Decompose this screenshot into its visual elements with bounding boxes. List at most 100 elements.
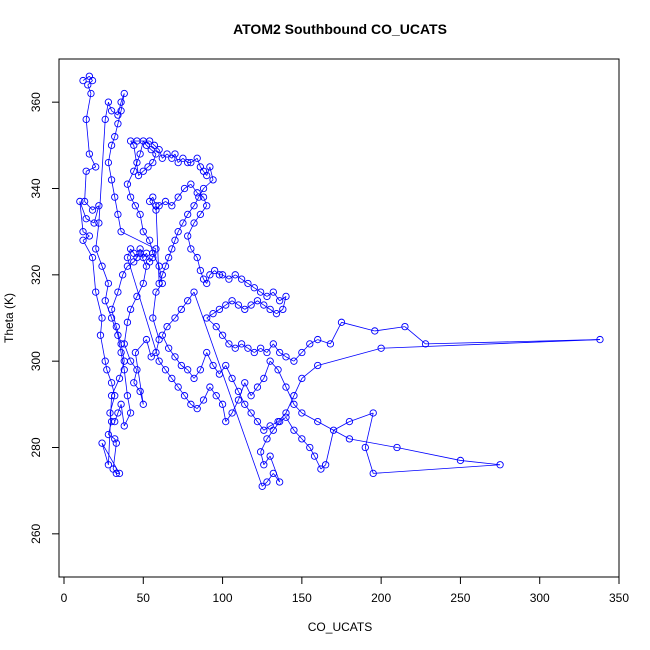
data-point — [298, 348, 306, 357]
data-point — [107, 379, 116, 387]
data-point — [168, 202, 176, 210]
data-point — [114, 409, 122, 417]
series-segment — [203, 179, 214, 189]
series-segment — [373, 464, 501, 474]
series-segment — [257, 378, 265, 388]
data-point — [133, 292, 141, 301]
series-segment — [272, 291, 280, 301]
series-segment — [199, 270, 204, 280]
data-point — [131, 202, 140, 210]
series-segment — [108, 102, 112, 111]
series-segment — [152, 196, 157, 206]
data-point — [133, 158, 141, 167]
data-point — [158, 271, 166, 279]
series-segment — [231, 399, 239, 414]
series-segment — [279, 352, 287, 358]
data-point — [171, 236, 179, 244]
series-segment — [250, 300, 258, 306]
data-point — [260, 374, 268, 383]
series-segment — [86, 218, 95, 224]
series-segment — [127, 171, 135, 185]
series-segment — [203, 278, 208, 284]
data-point — [179, 219, 187, 227]
series-segment — [206, 166, 211, 176]
series-segment — [266, 343, 274, 353]
series-segment — [127, 261, 134, 267]
data-point — [126, 357, 135, 365]
series-segment — [238, 391, 246, 405]
series-segment — [161, 266, 166, 275]
data-point — [114, 120, 122, 128]
series-segment — [260, 291, 268, 297]
data-point — [136, 387, 144, 396]
series-segment — [293, 429, 303, 440]
series-segment — [301, 412, 318, 422]
series-segment — [225, 365, 233, 379]
data-point — [371, 327, 379, 335]
x-axis: 0 50 100 150 200 250 300 350 — [61, 576, 629, 605]
data-point — [215, 271, 224, 279]
data-point — [149, 314, 157, 322]
series-segment — [247, 347, 255, 353]
data-point — [79, 76, 87, 85]
data-point — [326, 340, 335, 348]
data-point — [203, 202, 211, 210]
series-segment — [161, 335, 170, 349]
data-point — [117, 228, 125, 236]
series-segment — [133, 369, 138, 383]
data-point — [126, 193, 135, 201]
series-segment — [171, 196, 179, 207]
series-segment — [263, 304, 271, 310]
data-point — [145, 137, 154, 145]
series-segment — [187, 205, 195, 215]
data-point — [269, 426, 277, 434]
series-segment — [100, 335, 106, 362]
plot-frame — [58, 58, 620, 578]
data-point — [190, 374, 198, 383]
series-segment — [190, 404, 198, 409]
series-segment — [285, 356, 295, 362]
series-segment — [142, 231, 150, 241]
series-segment — [222, 335, 230, 345]
series-segment — [203, 170, 208, 176]
data-point — [145, 236, 154, 244]
series-segment — [266, 473, 274, 483]
data-point — [218, 331, 227, 339]
data-point — [310, 452, 319, 460]
data-point — [107, 305, 116, 314]
data-point — [114, 210, 122, 219]
data-point — [256, 448, 265, 456]
series-segment — [212, 309, 220, 315]
series-segment — [104, 361, 108, 370]
data-point — [247, 409, 255, 417]
data-point — [123, 253, 132, 262]
data-point — [456, 456, 465, 465]
data-point — [276, 297, 284, 305]
series-segment — [134, 352, 144, 405]
data-point — [92, 163, 100, 171]
data-point — [187, 158, 195, 167]
data-point — [256, 344, 265, 352]
series-segment — [84, 171, 87, 202]
data-point — [136, 150, 144, 158]
data-point — [177, 305, 185, 314]
y-axis-label: Theta (K) — [2, 293, 16, 343]
series-segment — [177, 222, 184, 232]
series-segment — [187, 369, 195, 379]
data-point — [161, 366, 170, 374]
data-point — [168, 374, 176, 383]
series-segment — [219, 365, 227, 375]
data-point — [161, 197, 170, 206]
data-point — [250, 284, 258, 292]
data-point — [117, 348, 125, 357]
y-axis: 260 280 300 320 340 360 — [29, 92, 60, 544]
series-segment — [171, 240, 176, 250]
series-segment — [92, 205, 100, 211]
series-segment — [177, 188, 185, 198]
series-segment — [381, 339, 600, 349]
series-segment — [166, 317, 176, 327]
series-segment — [114, 123, 119, 137]
data-point — [123, 262, 132, 270]
data-point — [196, 266, 205, 275]
